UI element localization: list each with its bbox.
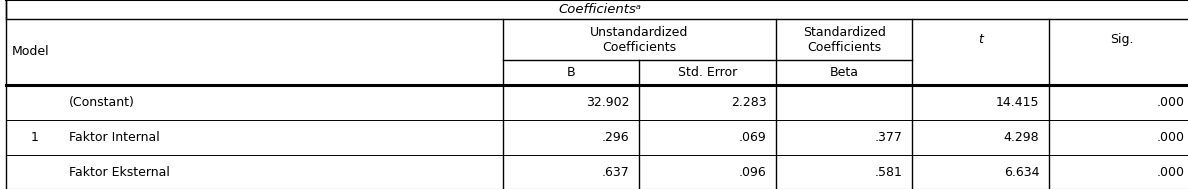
Text: .581: .581 [876, 166, 903, 179]
Text: Faktor Eksternal: Faktor Eksternal [69, 166, 170, 179]
Text: 32.902: 32.902 [586, 96, 630, 109]
Text: .000: .000 [1156, 96, 1184, 109]
Text: .096: .096 [739, 166, 766, 179]
Text: Standardized
Coefficients: Standardized Coefficients [803, 26, 885, 54]
Text: Unstandardized
Coefficients: Unstandardized Coefficients [590, 26, 688, 54]
Text: Sig.: Sig. [1110, 33, 1133, 46]
Text: 14.415: 14.415 [996, 96, 1040, 109]
Text: Std. Error: Std. Error [678, 66, 737, 79]
Text: 6.634: 6.634 [1004, 166, 1040, 179]
Text: 2.283: 2.283 [731, 96, 766, 109]
Text: Beta: Beta [829, 66, 859, 79]
Text: 1: 1 [31, 131, 38, 144]
Text: .069: .069 [739, 131, 766, 144]
Text: .000: .000 [1156, 166, 1184, 179]
Text: .296: .296 [602, 131, 630, 144]
Text: Model: Model [12, 46, 50, 58]
Text: t: t [978, 33, 984, 46]
Text: .377: .377 [876, 131, 903, 144]
Text: B: B [567, 66, 575, 79]
Text: .000: .000 [1156, 131, 1184, 144]
Text: .637: .637 [602, 166, 630, 179]
Text: (Constant): (Constant) [69, 96, 134, 109]
Text: Coefficientsᵃ: Coefficientsᵃ [558, 3, 642, 16]
Text: 4.298: 4.298 [1004, 131, 1040, 144]
Text: Faktor Internal: Faktor Internal [69, 131, 159, 144]
